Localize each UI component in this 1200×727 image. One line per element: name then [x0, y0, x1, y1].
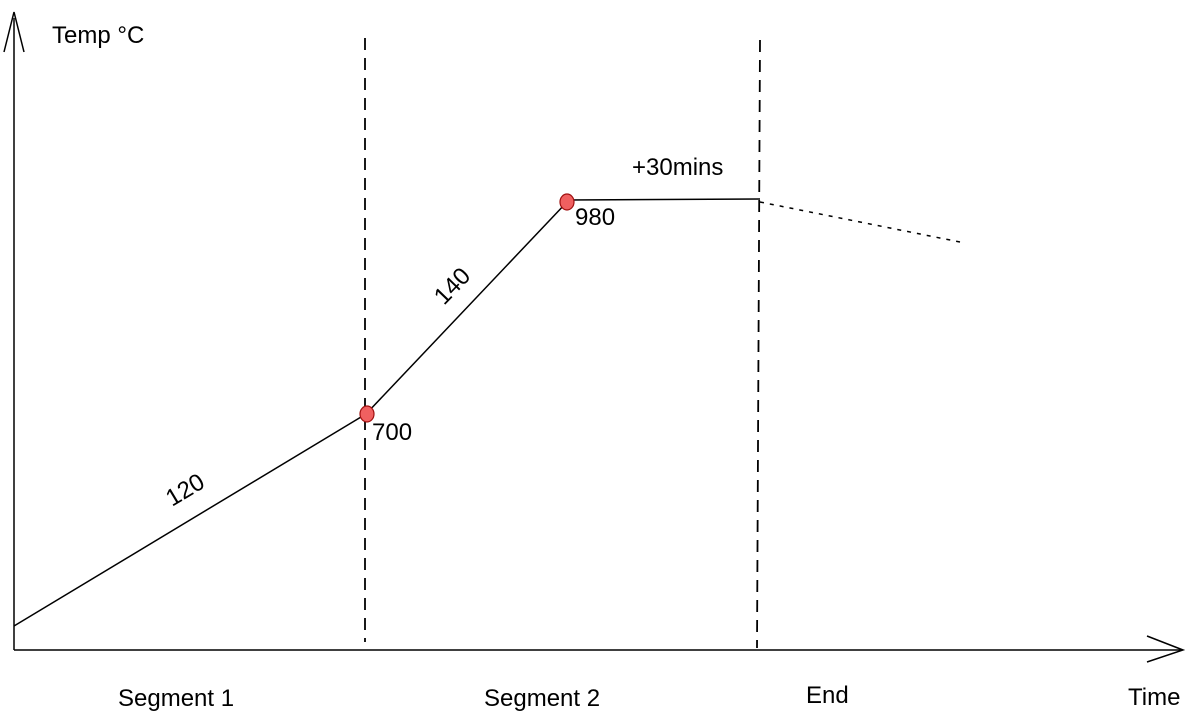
point-980-label: 980 [575, 204, 615, 231]
x-axis-arrowhead [1146, 635, 1186, 663]
hold-line [566, 198, 761, 201]
point-700-marker [359, 405, 375, 423]
point-700-label: 700 [372, 419, 412, 446]
ramp-2-rate-label: 140 [429, 263, 476, 311]
ramp-1-rate-label: 120 [161, 468, 209, 512]
ramp-line-2 [365, 201, 568, 415]
cooling-line [759, 201, 961, 243]
x-axis-label: Time [1128, 684, 1180, 711]
segment-divider-2 [756, 39, 761, 649]
segment-2-label: Segment 2 [484, 685, 600, 712]
segment-1-label: Segment 1 [118, 685, 234, 712]
end-label: End [806, 682, 849, 709]
y-axis-label: Temp °C [52, 22, 144, 49]
y-axis-arrowhead [3, 11, 25, 53]
hold-duration-label: +30mins [632, 154, 723, 181]
ramp-line-1 [13, 413, 367, 627]
point-980-marker [559, 193, 575, 211]
